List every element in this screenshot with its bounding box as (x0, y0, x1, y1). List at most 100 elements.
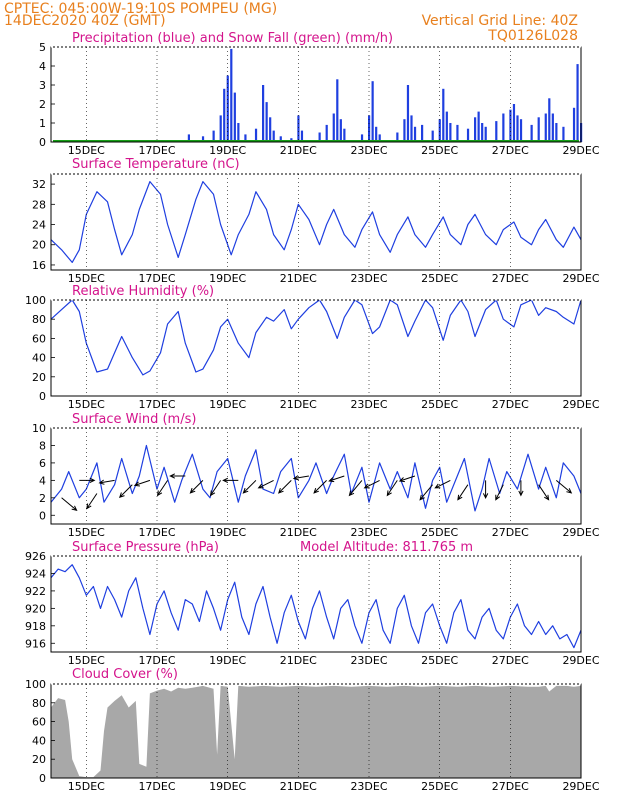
temp-panel: Surface Temperature (nC) 15DEC 17DEC 19DEC 2… (32, 157, 600, 285)
pres-xtick-label: 15DEC (68, 654, 105, 667)
precip-bar-19 (318, 132, 321, 142)
precip-bar-2 (212, 130, 215, 142)
precip-xtick-label: 21DEC (280, 144, 317, 157)
precip-bar-42 (466, 128, 470, 142)
cloud-ytick-label: 80 (32, 697, 46, 710)
precip-bar-55 (544, 113, 547, 142)
rh-xtick-label: 27DEC (492, 398, 529, 411)
wind-arrow-26 (518, 480, 524, 497)
temp-ytick-label: 32 (32, 178, 46, 191)
precip-bar-17 (297, 115, 300, 142)
precip-bar-25 (360, 134, 364, 142)
cloud-xtick-label: 23DEC (350, 780, 387, 793)
pres-annotation: Model Altitude: 811.765 m (300, 540, 473, 555)
precip-bar-52 (519, 119, 523, 142)
wind-arrow-20 (398, 475, 416, 483)
precip-bar-8 (237, 123, 240, 142)
precip-bar-6 (230, 48, 233, 142)
precip-bar-12 (265, 102, 268, 142)
wind-arrow-13 (277, 480, 292, 494)
precip-bar-31 (403, 119, 406, 142)
wind-arrow-11 (242, 480, 257, 494)
rh-xtick-label: 29DEC (562, 398, 599, 411)
rh-ytick-label: 20 (32, 371, 46, 384)
rh-xtick-label: 23DEC (350, 398, 387, 411)
wind-xtick-label: 21DEC (280, 526, 317, 539)
precip-bar-14 (272, 130, 275, 142)
rh-ytick-label: 60 (32, 332, 46, 345)
precip-bar-36 (431, 130, 434, 142)
precip-bar-33 (410, 115, 413, 142)
precip-ytick-label: 5 (39, 41, 46, 54)
pres-ytick-label: 924 (25, 567, 46, 580)
temp-xtick-label: 25DEC (421, 272, 458, 285)
precip-bar-20 (325, 124, 328, 142)
precip-ytick-label: 2 (39, 98, 46, 111)
wind-arrow-1 (79, 477, 96, 483)
wind-xtick-label: 27DEC (492, 526, 529, 539)
precip-bar-24 (343, 128, 346, 142)
precip-bar-51 (516, 115, 519, 142)
precip-bar-38 (442, 88, 445, 142)
precip-bar-40 (449, 123, 452, 142)
cloud-xtick-label: 19DEC (209, 780, 246, 793)
wind-arrow-10 (222, 477, 239, 483)
wind-arrow-7 (169, 473, 186, 479)
wind-ytick-label: 4 (39, 474, 46, 487)
rh-ytick-label: 0 (39, 390, 46, 403)
rh-ytick-label: 80 (32, 313, 46, 326)
wind-arrow-4 (118, 484, 133, 499)
run-date: 14DEC2020 40Z (GMT) (4, 13, 166, 29)
wind-arrow-18 (363, 479, 380, 489)
temp-xtick-label: 29DEC (562, 272, 599, 285)
precip-bar-22 (336, 79, 339, 142)
cloud-xtick-label: 21DEC (280, 780, 317, 793)
wind-title: Surface Wind (m/s) (72, 412, 196, 427)
wind-arrow-23 (457, 484, 469, 501)
wind-arrow-24 (482, 480, 489, 500)
precip-bar-5 (226, 75, 229, 142)
precip-bar-53 (530, 124, 533, 142)
wind-arrow-21 (419, 484, 433, 501)
pres-ytick-label: 918 (25, 620, 46, 633)
precip-bar-13 (269, 117, 272, 142)
rh-xtick-label: 15DEC (68, 398, 105, 411)
pres-xtick-label: 19DEC (209, 654, 246, 667)
rh-title: Relative Humidity (%) (72, 284, 214, 299)
pres-line (50, 564, 582, 649)
precip-bar-15 (279, 136, 282, 142)
rh-panel: Relative Humidity (%) 15DEC 17DEC 19DEC 21DE… (25, 284, 600, 411)
wind-arrow-6 (156, 480, 169, 497)
pres-xtick-label: 23DEC (350, 654, 387, 667)
precip-bar-49 (509, 109, 512, 142)
precip-bar-60 (572, 107, 576, 142)
cloud-ytick-label: 60 (32, 716, 46, 729)
temp-xtick-label: 19DEC (209, 272, 246, 285)
cloud-ytick-label: 100 (25, 678, 46, 691)
wind-arrow-3 (98, 479, 115, 485)
precip-xtick-label: 29DEC (562, 144, 599, 157)
precip-bar-29 (378, 134, 381, 142)
station-header: CPTEC: 045:00W-19:10S POMPEU (MG) (4, 1, 277, 17)
precip-bar-10 (254, 128, 258, 142)
rh-xtick-label: 17DEC (138, 398, 175, 411)
rh-plot-area (51, 300, 581, 396)
temp-line (50, 181, 582, 263)
rh-xtick-label: 21DEC (280, 398, 317, 411)
temp-title: Surface Temperature (nC) (72, 157, 240, 172)
panels: Precipitation (blue) and Snow Fall (gree… (25, 31, 600, 793)
precip-panel: Precipitation (blue) and Snow Fall (gree… (39, 31, 600, 157)
cloud-panel: Cloud Cover (%) 15DEC 17DEC 19DEC 21DEC 23DEC… (25, 667, 600, 793)
cloud-xtick-label: 15DEC (68, 780, 105, 793)
pres-xtick-label: 21DEC (280, 654, 317, 667)
cloud-ytick-label: 20 (32, 753, 46, 766)
wind-arrow-0 (61, 497, 78, 512)
precip-bar-43 (474, 117, 477, 142)
temp-xtick-label: 23DEC (350, 272, 387, 285)
wind-arrow-16 (328, 475, 345, 483)
wind-arrow-15 (313, 480, 327, 494)
precip-plot-area (51, 47, 581, 142)
cloud-cover-area (51, 685, 581, 778)
wind-arrows (61, 473, 573, 512)
rh-xtick-label: 19DEC (209, 398, 246, 411)
